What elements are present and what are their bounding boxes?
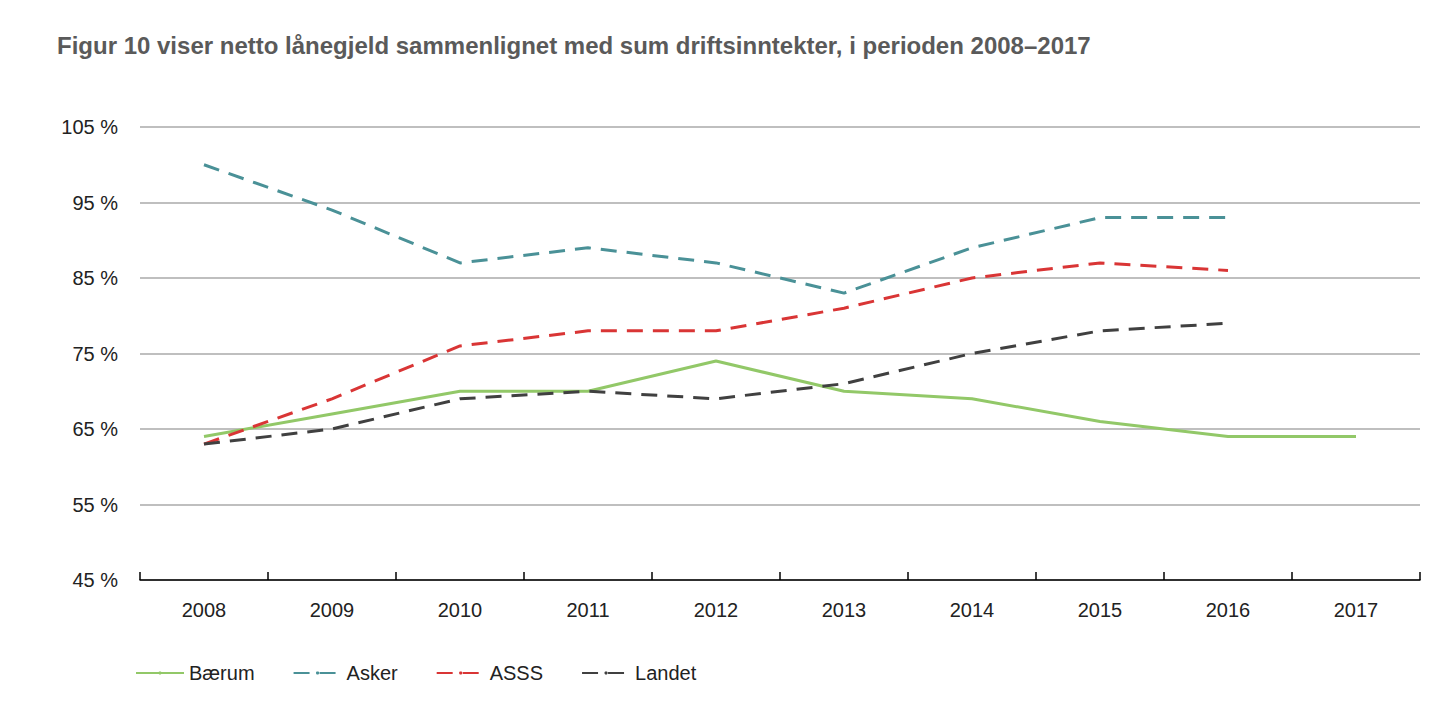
svg-text:55 %: 55 % [72, 494, 118, 516]
svg-text:ASSS: ASSS [490, 662, 543, 684]
svg-text:2017: 2017 [1334, 599, 1379, 621]
svg-text:2009: 2009 [310, 599, 355, 621]
svg-text:Figur 10 viser netto lånegjeld: Figur 10 viser netto lånegjeld sammenlig… [57, 32, 1091, 59]
svg-text:2013: 2013 [822, 599, 867, 621]
svg-text:2014: 2014 [950, 599, 995, 621]
svg-text:2016: 2016 [1206, 599, 1251, 621]
svg-text:85 %: 85 % [72, 267, 118, 289]
svg-text:2010: 2010 [438, 599, 483, 621]
svg-text:105 %: 105 % [61, 116, 118, 138]
svg-text:2011: 2011 [566, 599, 609, 621]
svg-text:2008: 2008 [182, 599, 227, 621]
svg-text:65 %: 65 % [72, 418, 118, 440]
svg-text:2012: 2012 [694, 599, 739, 621]
svg-text:Bærum: Bærum [189, 662, 255, 684]
svg-text:45 %: 45 % [72, 569, 118, 591]
svg-text:Asker: Asker [347, 662, 398, 684]
svg-text:Landet: Landet [635, 662, 697, 684]
svg-text:75 %: 75 % [72, 343, 118, 365]
svg-text:95 %: 95 % [72, 192, 118, 214]
svg-text:2015: 2015 [1078, 599, 1123, 621]
